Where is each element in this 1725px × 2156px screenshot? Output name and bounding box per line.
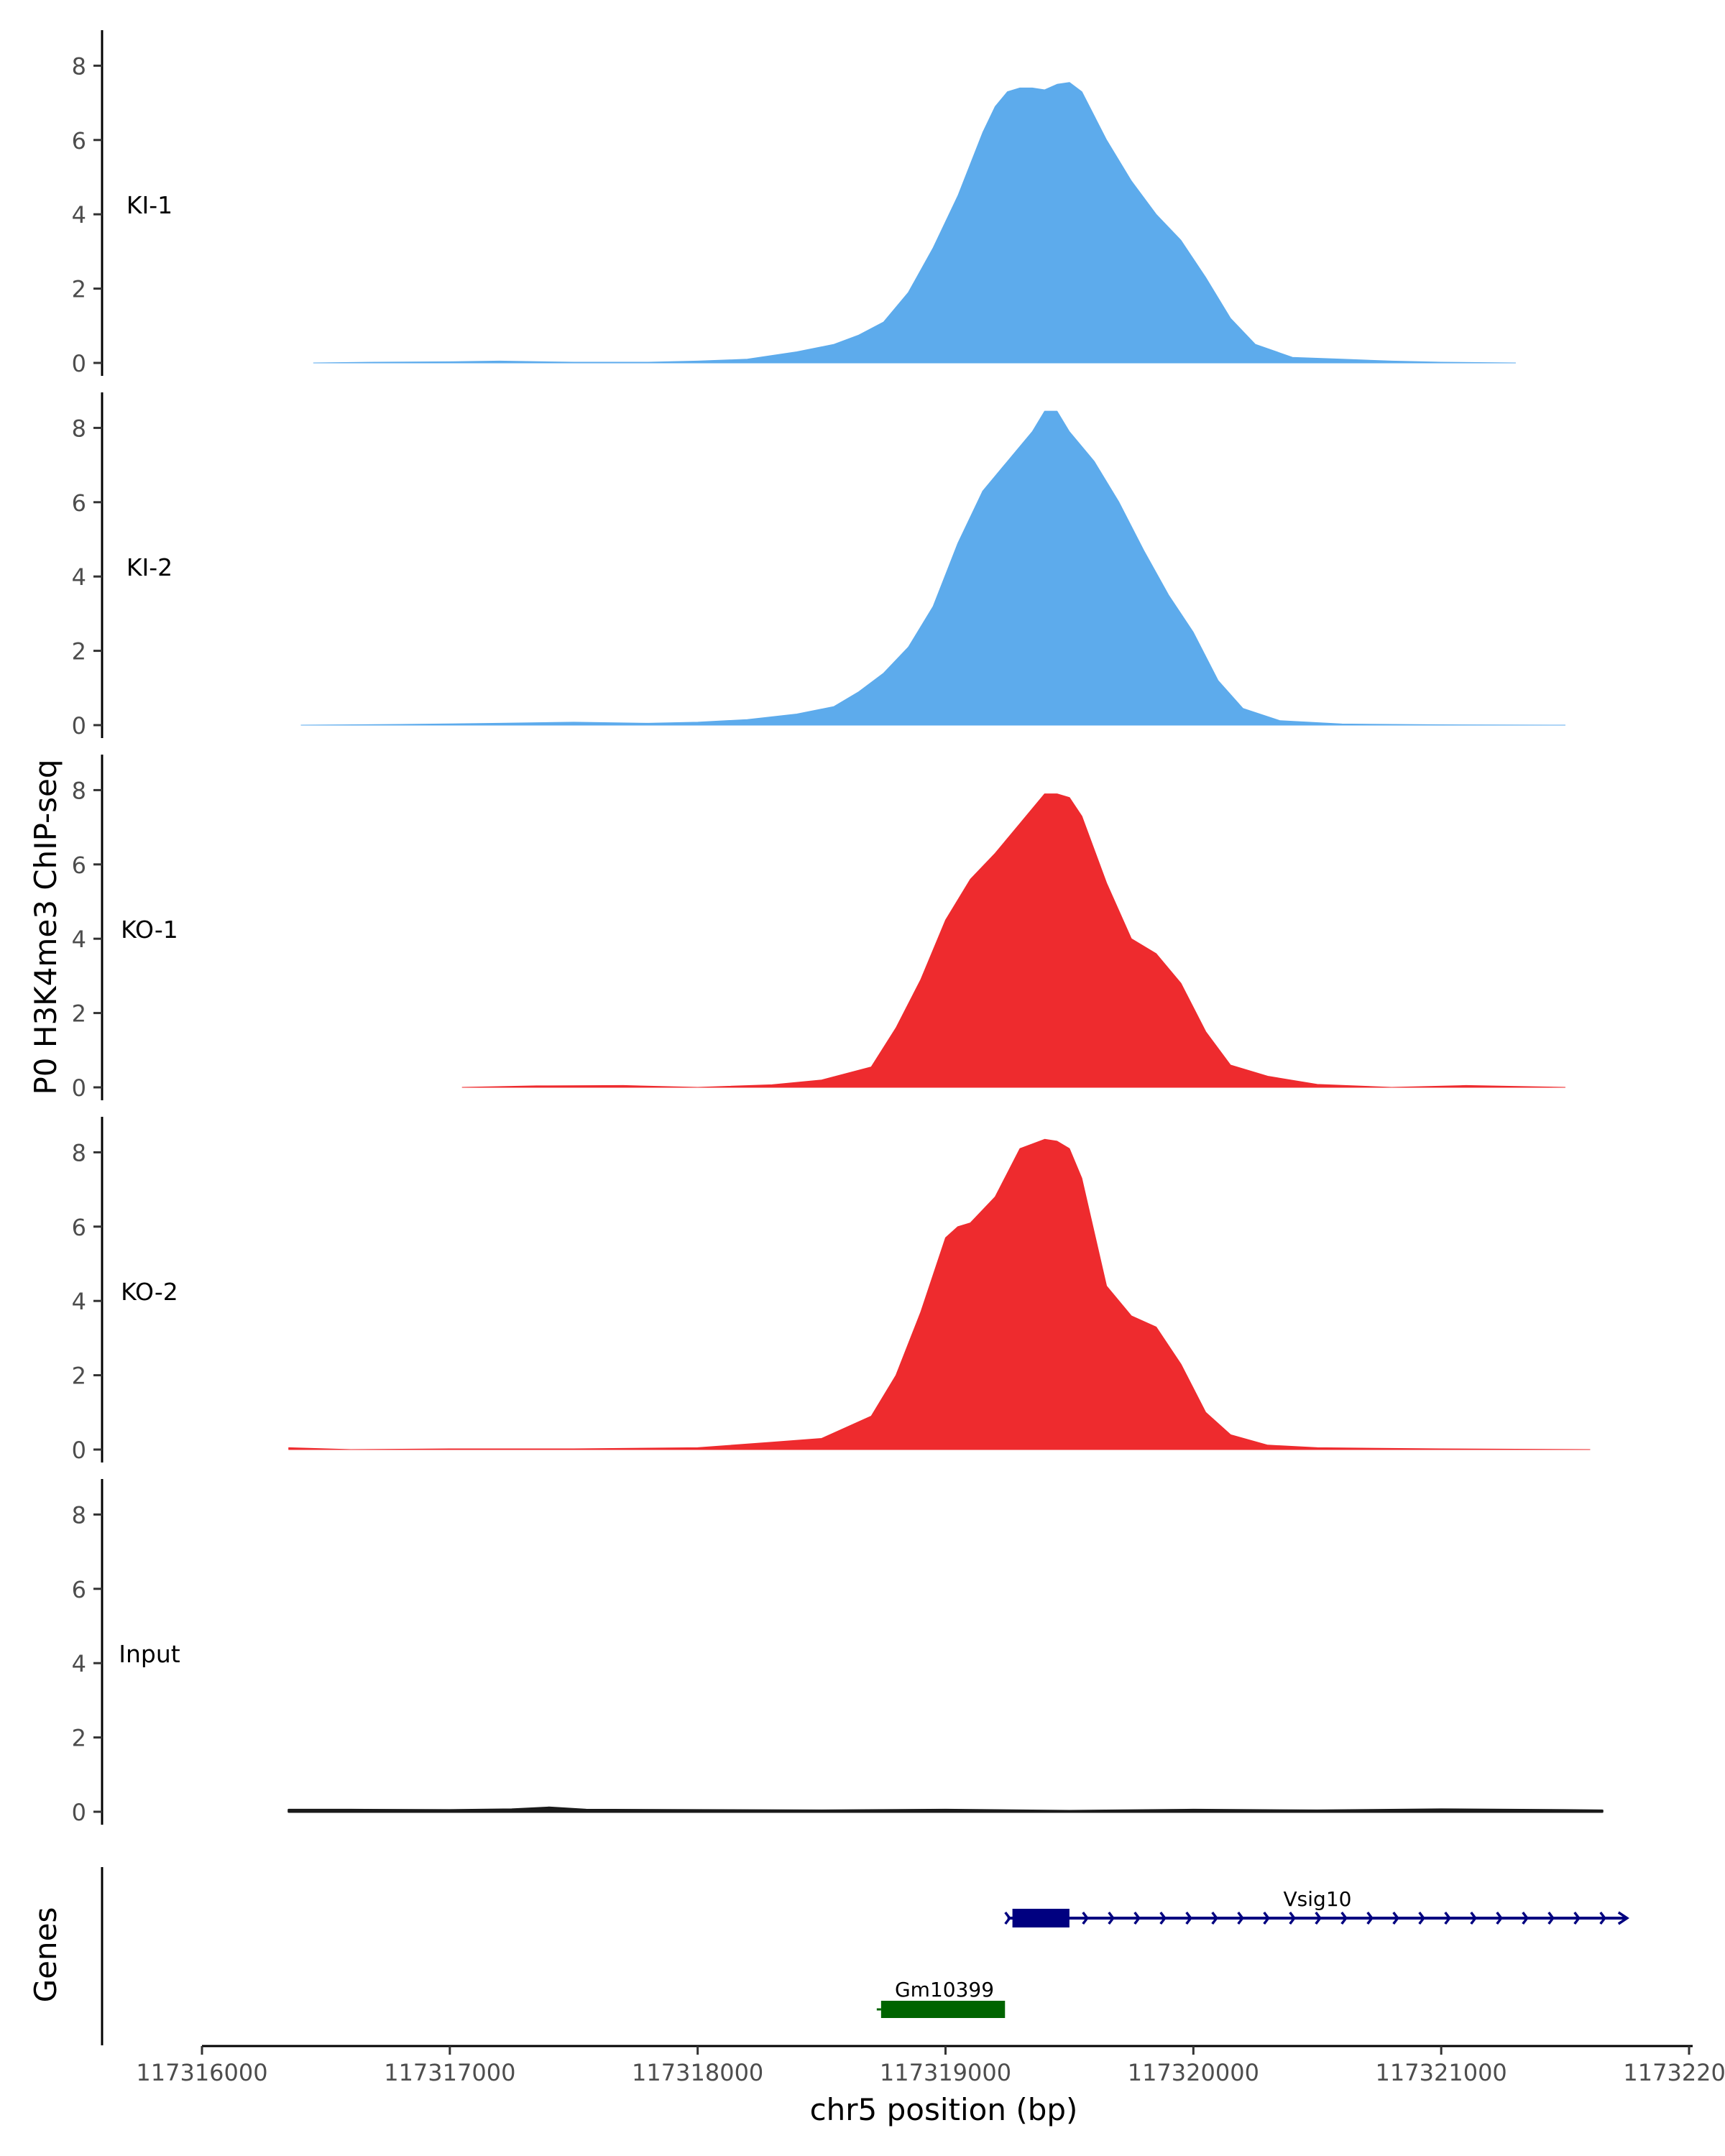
track-axes: 0 2 4 6 8 KI-1 0 2 4 6 8 KI-2 0 2 4 6 8 KO-1 0 2 4 6 8 KO-2 0 2 4 6… [72,30,180,1826]
gene-track: Vsig10 Gm10399 [101,1867,1629,2045]
y-tick-label: 8 [72,52,86,80]
x-tick-label: 117318000 [632,2059,763,2086]
y-tick-label: 8 [72,1139,86,1166]
strand-arrow [1108,1911,1115,1925]
strand-arrow [1237,1911,1244,1925]
y-tick-label: 2 [72,638,86,665]
y-tick-label: 8 [72,777,86,804]
y-tick-label: 4 [72,1288,86,1315]
genes-axis-title: Genes [28,1907,63,2003]
gene-label-vsig10: Vsig10 [1284,1887,1352,1911]
track-area-input [288,1806,1604,1813]
y-tick-label: 4 [72,926,86,953]
track-label-ki-2: KI-2 [126,553,172,581]
gene-label-gm10399: Gm10399 [895,1978,994,2001]
strand-arrow [1263,1911,1270,1925]
strand-arrow [1573,1911,1581,1925]
y-tick-label: 0 [72,1074,86,1102]
y-tick-label: 6 [72,489,86,517]
y-tick-label: 0 [72,1437,86,1464]
track-area-ki-2 [300,410,1566,726]
y-tick-label: 4 [72,563,86,591]
gene-exon-vsig10 [1012,1909,1070,1927]
y-tick-label: 2 [72,1000,86,1028]
strand-arrow [1496,1911,1503,1925]
strand-arrow [1366,1911,1374,1925]
x-tick-label: 117321000 [1376,2059,1507,2086]
track-fills [288,82,1604,1813]
x-tick-label: 117319000 [880,2059,1011,2086]
y-tick-label: 0 [72,1799,86,1826]
gene-body-gm10399 [880,2001,1006,2018]
track-label-input: Input [119,1640,180,1668]
x-tick-label: 117316000 [136,2059,267,2086]
y-tick-label: 6 [72,852,86,879]
strand-arrow [1392,1911,1399,1925]
strand-arrow [1522,1911,1529,1925]
track-area-ki-1 [313,82,1517,364]
y-tick-label: 4 [72,201,86,229]
strand-arrow [1470,1911,1477,1925]
track-label-ko-1: KO-1 [121,916,178,944]
strand-arrow [1340,1911,1348,1925]
y-tick-label: 0 [72,712,86,740]
strand-arrow [1289,1911,1296,1925]
x-tick-label: 117317000 [384,2059,515,2086]
track-label-ki-1: KI-1 [126,191,172,219]
strand-arrow [1004,1911,1011,1925]
y-tick-label: 0 [72,350,86,377]
strand-arrow [1082,1911,1089,1925]
track-area-ko-2 [288,1138,1591,1450]
strand-arrow [1444,1911,1451,1925]
track-label-ko-2: KO-2 [121,1278,178,1306]
strand-arrow [1315,1911,1322,1925]
y-tick-label: 6 [72,1576,86,1603]
strand-arrow [1599,1911,1606,1925]
strand-arrow [1418,1911,1425,1925]
y-tick-label: 8 [72,415,86,442]
y-tick-label: 2 [72,1725,86,1752]
strand-arrow [1159,1911,1167,1925]
x-tick-label: 117322000 [1623,2059,1725,2086]
strand-arrow [1211,1911,1218,1925]
y-tick-label: 6 [72,1214,86,1241]
y-tick-label: 6 [72,127,86,155]
strand-arrow [1133,1911,1141,1925]
y-tick-label: 8 [72,1501,86,1529]
x-tick-label: 117320000 [1128,2059,1259,2086]
x-axis-title: chr5 position (bp) [810,2092,1078,2127]
y-tick-label: 4 [72,1650,86,1677]
strand-arrow [1185,1911,1192,1925]
track-area-ko-1 [461,793,1566,1088]
x-axis: 117316000 117317000 117318000 117319000 1173… [136,2045,1725,2086]
strand-arrow [1617,1911,1629,1925]
strand-arrow [1547,1911,1555,1925]
y-axis-title: P0 H3K4me3 ChIP-seq [28,759,63,1095]
y-tick-label: 2 [72,276,86,303]
y-tick-label: 2 [72,1363,86,1390]
